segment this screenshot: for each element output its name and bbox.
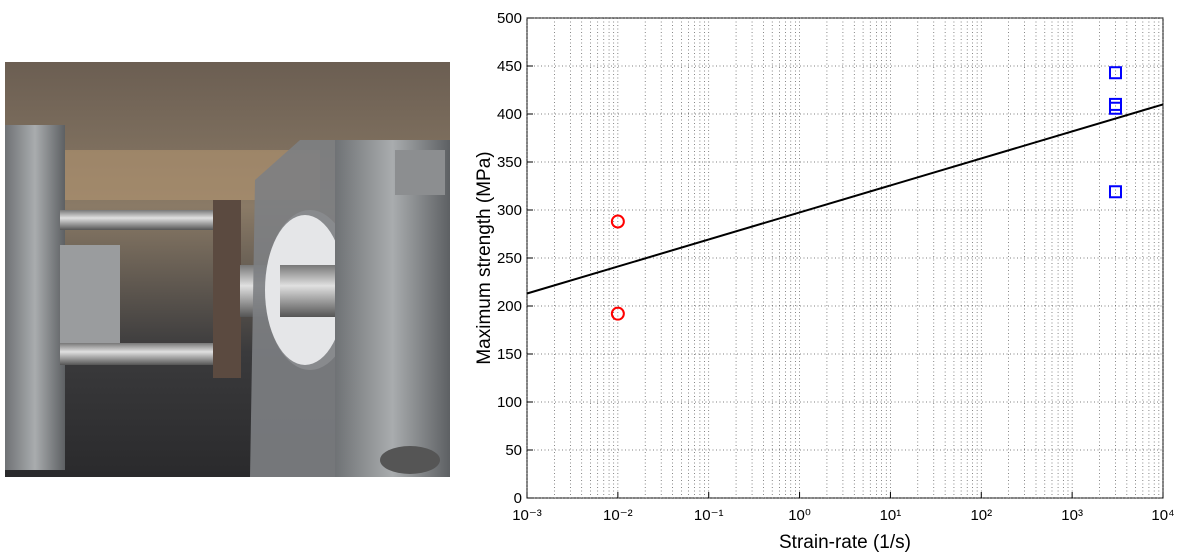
y-tick-label: 300 xyxy=(497,202,522,219)
x-tick-label: 10⁻³ xyxy=(512,507,542,524)
y-tick-label: 200 xyxy=(497,298,522,315)
x-axis-label: Strain-rate (1/s) xyxy=(779,532,911,553)
x-tick-label: 10³ xyxy=(1061,507,1083,524)
y-tick-label: 50 xyxy=(505,442,522,459)
x-tick-label: 10⁻² xyxy=(603,507,633,524)
y-tick-label: 400 xyxy=(497,106,522,123)
y-axis-label: Maximum strength (MPa) xyxy=(474,151,495,364)
x-tick-label: 10⁻¹ xyxy=(694,507,724,524)
y-tick-label: 350 xyxy=(497,154,522,171)
y-tick-label: 250 xyxy=(497,250,522,267)
y-tick-label: 500 xyxy=(497,10,522,27)
page: 10⁻³ 10⁻² 10⁻¹ 10⁰ 10¹ 10² 10³ 10⁴ 0 50 100 150 200 2… xyxy=(0,0,1180,559)
photo xyxy=(5,62,450,477)
y-tick-label: 0 xyxy=(514,490,522,507)
y-tick-label: 100 xyxy=(497,394,522,411)
figure: 10⁻³ 10⁻² 10⁻¹ 10⁰ 10¹ 10² 10³ 10⁴ 0 50 100 150 200 2… xyxy=(0,0,1180,554)
x-tick-label: 10⁴ xyxy=(1151,507,1174,524)
x-tick-label: 10¹ xyxy=(880,507,902,524)
y-tick-label: 150 xyxy=(497,346,522,363)
x-tick-label: 10² xyxy=(970,507,992,524)
x-tick-label: 10⁰ xyxy=(788,507,811,524)
y-tick-label: 450 xyxy=(497,58,522,75)
